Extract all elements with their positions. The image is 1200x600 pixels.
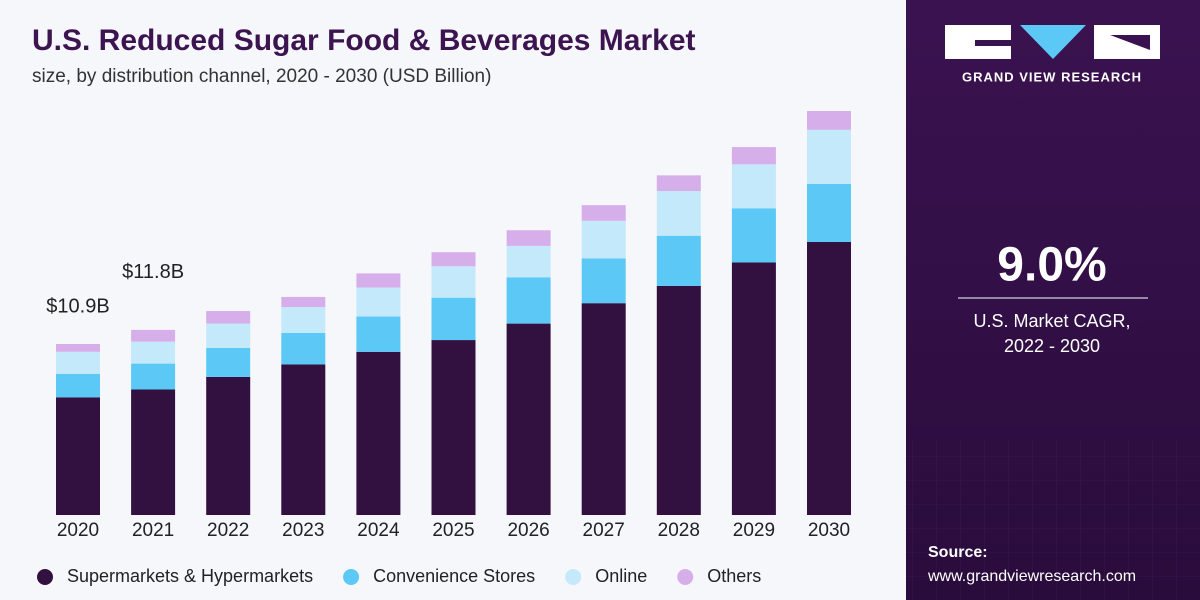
bar-segment: [807, 242, 851, 515]
bar-segment: [506, 277, 551, 324]
bar-segment: [356, 273, 401, 288]
bar-segment: [356, 351, 401, 515]
cagr-period: 2022 - 2030: [1004, 336, 1100, 356]
x-tick-label: 2027: [583, 520, 625, 541]
x-tick-label: 2023: [282, 520, 324, 541]
x-tick-label: 2026: [507, 520, 549, 541]
bar-segment: [206, 323, 251, 348]
x-tick-label: 2028: [658, 520, 700, 541]
bar-segment: [131, 389, 176, 515]
bar-segment: [581, 205, 626, 221]
bar-segment: [431, 340, 476, 515]
bar-segment: [131, 341, 176, 364]
bar-segment: [656, 285, 701, 515]
bar-segment: [807, 183, 851, 243]
bar-segment: [731, 147, 776, 165]
bar-segment: [506, 230, 551, 246]
legend-swatch: [37, 569, 53, 585]
x-tick-label: 2024: [357, 520, 400, 541]
legend-swatch: [343, 569, 360, 585]
chart-title: U.S. Reduced Sugar Food & Beverages Mark…: [32, 24, 696, 57]
total-label: $10.9B: [46, 295, 109, 317]
legend-label: Supermarkets & Hypermarkets: [67, 566, 313, 586]
cagr-value: 9.0%: [997, 239, 1106, 292]
legend-swatch: [677, 569, 694, 585]
bar-segment: [506, 323, 551, 515]
bar-segment: [206, 376, 251, 515]
bar-segment: [281, 364, 326, 515]
bar-segment: [431, 266, 476, 298]
bar-segment: [581, 258, 626, 304]
bar-segment: [807, 111, 851, 130]
bar-segment: [731, 208, 776, 263]
x-tick-label: 2022: [207, 520, 249, 541]
source-title: Source:: [928, 544, 988, 561]
bar-segment: [281, 296, 326, 308]
bar-segment: [206, 347, 251, 377]
legend-label: Convenience Stores: [373, 566, 535, 586]
bar-segment: [656, 235, 701, 286]
x-tick-label: 2030: [808, 520, 850, 541]
chart-subtitle: size, by distribution channel, 2020 - 20…: [32, 66, 491, 87]
x-tick-label: 2029: [733, 520, 775, 541]
bar-segment: [656, 175, 701, 192]
bar-segment: [431, 252, 476, 267]
bar-segment: [56, 373, 100, 398]
source-url: www.grandviewresearch.com: [927, 568, 1136, 585]
bar-segment: [356, 287, 401, 317]
bar-segment: [281, 307, 326, 334]
legend-label: Online: [595, 566, 647, 586]
cagr-label: U.S. Market CAGR,: [973, 311, 1130, 331]
bar-segment: [581, 303, 626, 515]
bar-segment: [206, 311, 251, 324]
bar-segment: [731, 164, 776, 209]
logo: [945, 25, 1160, 59]
legend-swatch: [565, 569, 582, 585]
total-label: $11.8B: [122, 261, 184, 283]
x-tick-label: 2020: [57, 520, 99, 541]
bar-segment: [131, 363, 176, 390]
bar-segment: [807, 129, 851, 184]
bar-segment: [131, 329, 176, 342]
bar-segment: [731, 262, 776, 515]
bar-segment: [431, 297, 476, 341]
panel-grid: [906, 440, 1200, 600]
bar-segment: [56, 397, 100, 515]
legend-label: Others: [707, 566, 761, 586]
brand-name: GRAND VIEW RESEARCH: [962, 69, 1142, 84]
bar-segment: [281, 333, 326, 365]
bar-segment: [56, 351, 100, 374]
bar-segment: [656, 191, 701, 236]
bar-segment: [56, 343, 100, 352]
x-tick-label: 2025: [432, 520, 474, 541]
bar-segment: [506, 245, 551, 278]
bar-segment: [356, 316, 401, 352]
bar-segment: [581, 220, 626, 259]
x-tick-label: 2021: [132, 520, 174, 541]
